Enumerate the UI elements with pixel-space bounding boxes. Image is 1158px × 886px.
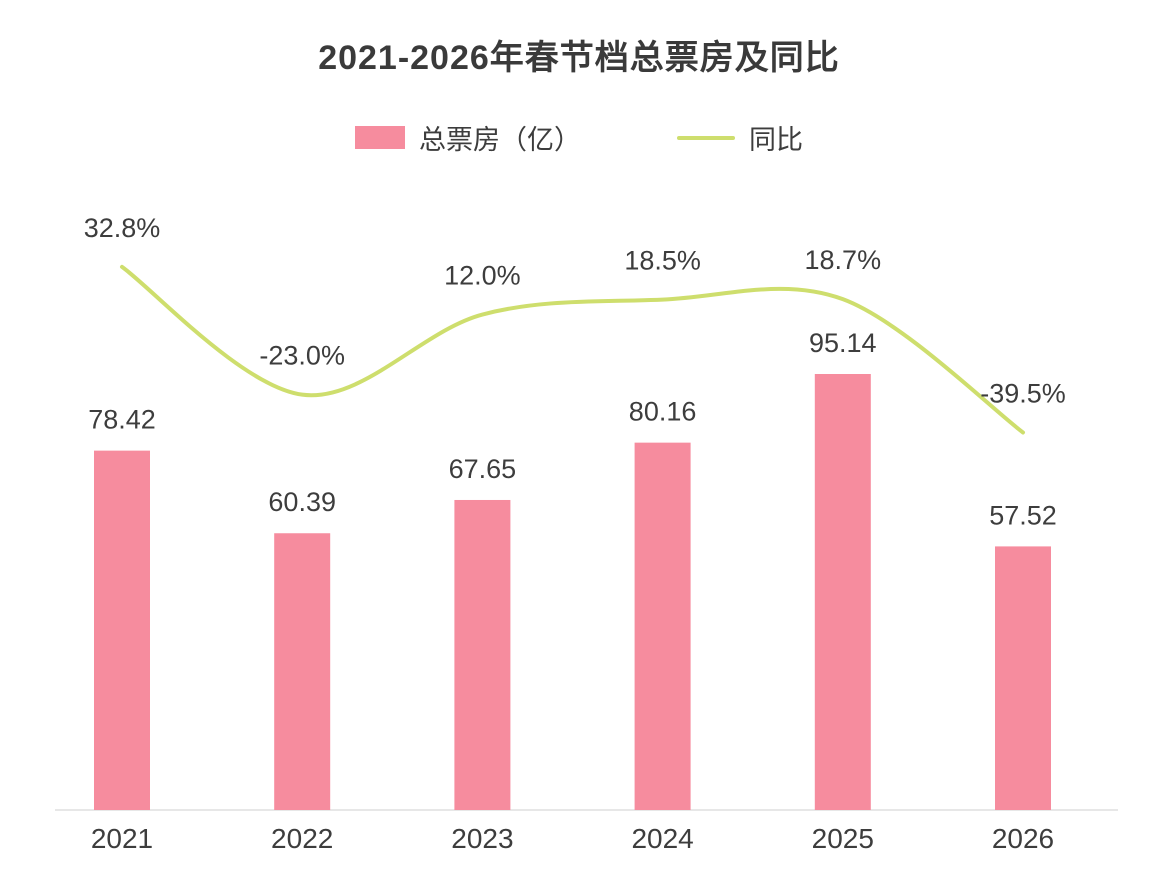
legend-bar-swatch-icon [355, 126, 405, 149]
x-axis-label: 2021 [91, 823, 153, 854]
x-axis-label: 2022 [271, 823, 333, 854]
legend-yoy-label: 同比 [749, 125, 803, 155]
legend: 总票房（亿） 同比 [0, 118, 1158, 157]
bar [454, 499, 511, 810]
legend-item-boxoffice: 总票房（亿） [355, 118, 581, 157]
yoy-value-label: -23.0% [259, 341, 345, 371]
bar-value-label: 78.42 [88, 405, 156, 435]
bar-value-label: 60.39 [268, 487, 336, 517]
yoy-value-label: 18.5% [624, 246, 701, 276]
chart-title: 2021-2026年春节档总票房及同比 [318, 39, 840, 77]
bar [274, 533, 331, 810]
bar-value-label: 95.14 [809, 328, 877, 358]
legend-line-swatch-icon [677, 135, 735, 140]
bar-value-label: 80.16 [629, 397, 697, 427]
x-axis-label: 2026 [992, 823, 1054, 854]
bar [995, 546, 1051, 810]
legend-bar-label: 总票房（亿） [419, 125, 581, 155]
bar [814, 374, 871, 810]
bar-value-label: 67.65 [449, 454, 517, 484]
bar [94, 450, 150, 810]
x-axis-label: 2023 [451, 823, 513, 854]
x-axis-label: 2024 [631, 823, 693, 854]
yoy-value-label: -39.5% [980, 378, 1066, 408]
bar-value-label: 57.52 [989, 500, 1057, 530]
yoy-line [120, 264, 1025, 435]
bar [634, 442, 691, 810]
yoy-value-label: 32.8% [84, 213, 161, 243]
legend-item-yoy: 同比 [677, 118, 803, 157]
yoy-value-label: 18.7% [805, 245, 882, 275]
yoy-value-label: 12.0% [444, 261, 521, 291]
x-axis-label: 2025 [812, 823, 874, 854]
